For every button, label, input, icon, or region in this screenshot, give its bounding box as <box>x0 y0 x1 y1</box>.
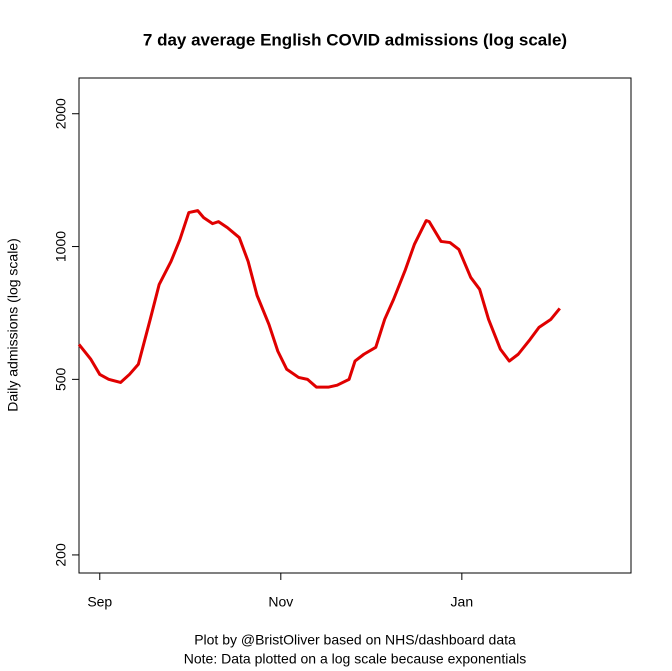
x-tick-label: Jan <box>451 594 474 610</box>
y-tick-label: 200 <box>53 543 69 567</box>
y-tick-label: 1000 <box>53 231 69 262</box>
y-axis-label: Daily admissions (log scale) <box>5 238 21 412</box>
y-tick-label: 2000 <box>53 98 69 129</box>
y-tick-label: 500 <box>53 367 69 391</box>
footnote: Note: Data plotted on a log scale becaus… <box>184 651 526 667</box>
data-line <box>77 209 561 389</box>
chart-title: 7 day average English COVID admissions (… <box>143 30 567 49</box>
footnote: Plot by @BristOliver based on NHS/dashbo… <box>194 632 516 648</box>
x-tick-label: Nov <box>268 594 293 610</box>
plot-frame <box>78 77 632 574</box>
x-tick-label: Sep <box>87 594 112 610</box>
